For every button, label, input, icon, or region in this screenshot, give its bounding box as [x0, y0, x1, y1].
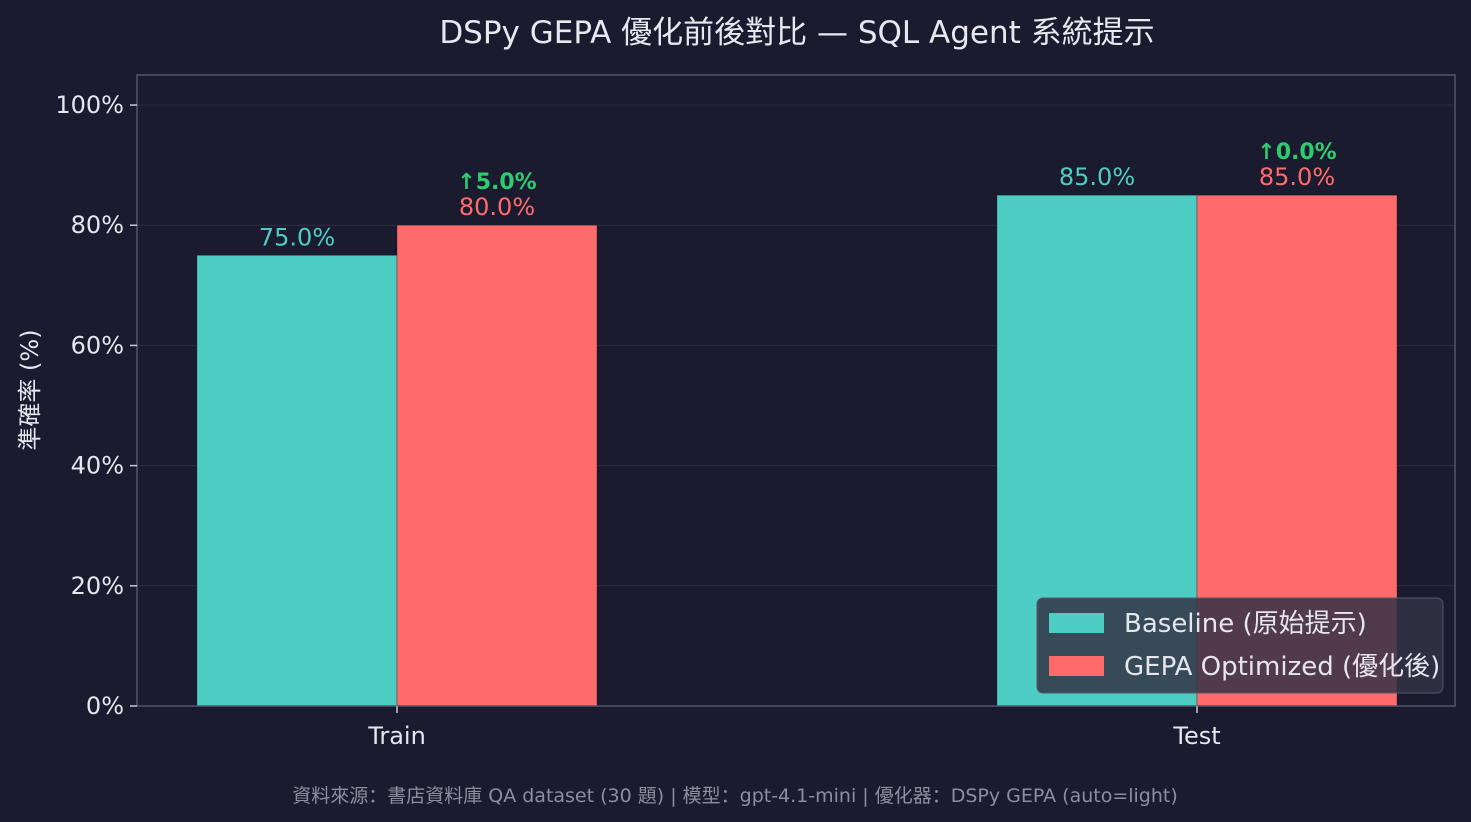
chart-title: DSPy GEPA 優化前後對比 — SQL Agent 系統提示 [439, 15, 1154, 51]
y-axis-ticks: 0% 20% 40% 60% 80% 100% [55, 91, 137, 720]
bar-train-series-1 [396, 224, 598, 707]
value-label-train-series-0: 75.0% [259, 223, 335, 251]
y-tick-label-4: 80% [71, 211, 124, 239]
plot-frame [136, 74, 1456, 707]
x-axis-ticks: Train Test [367, 706, 1221, 750]
y-tick-label-2: 40% [71, 452, 124, 480]
legend-swatch-gepa-optimized [1049, 656, 1104, 676]
x-tick-label-test: Test [1172, 722, 1220, 750]
y-tick-label-5: 100% [55, 91, 124, 119]
y-tick-label-3: 60% [71, 331, 124, 359]
value-label-test-series-1: 85.0% [1259, 163, 1335, 191]
y-tick-label-1: 20% [71, 572, 124, 600]
y-tick-label-0: 0% [86, 692, 124, 720]
value-label-test-series-0: 85.0% [1059, 163, 1135, 191]
legend-swatch-baseline [1049, 613, 1104, 633]
bar-train-series-0 [196, 254, 398, 707]
value-label-train-series-1: 80.0% [459, 193, 535, 221]
improvement-annotations: ↑5.0% ↑0.0% [457, 140, 1336, 195]
legend: Baseline (原始提示) GEPA Optimized (優化後) [1036, 597, 1444, 694]
footnote: 資料來源：書店資料庫 QA dataset (30 題) | 模型：gpt-4.… [292, 785, 1178, 807]
bar-value-labels: 75.0% 85.0% 80.0% 85.0% [259, 163, 1335, 251]
legend-label-gepa-optimized: GEPA Optimized (優化後) [1124, 652, 1440, 682]
y-axis-label: 準確率 (%) [16, 329, 44, 450]
x-tick-label-train: Train [367, 722, 426, 750]
improvement-annotation-test: ↑0.0% [1257, 140, 1336, 165]
improvement-annotation-train: ↑5.0% [457, 170, 536, 195]
legend-box [1036, 597, 1444, 694]
legend-label-baseline: Baseline (原始提示) [1124, 609, 1367, 639]
